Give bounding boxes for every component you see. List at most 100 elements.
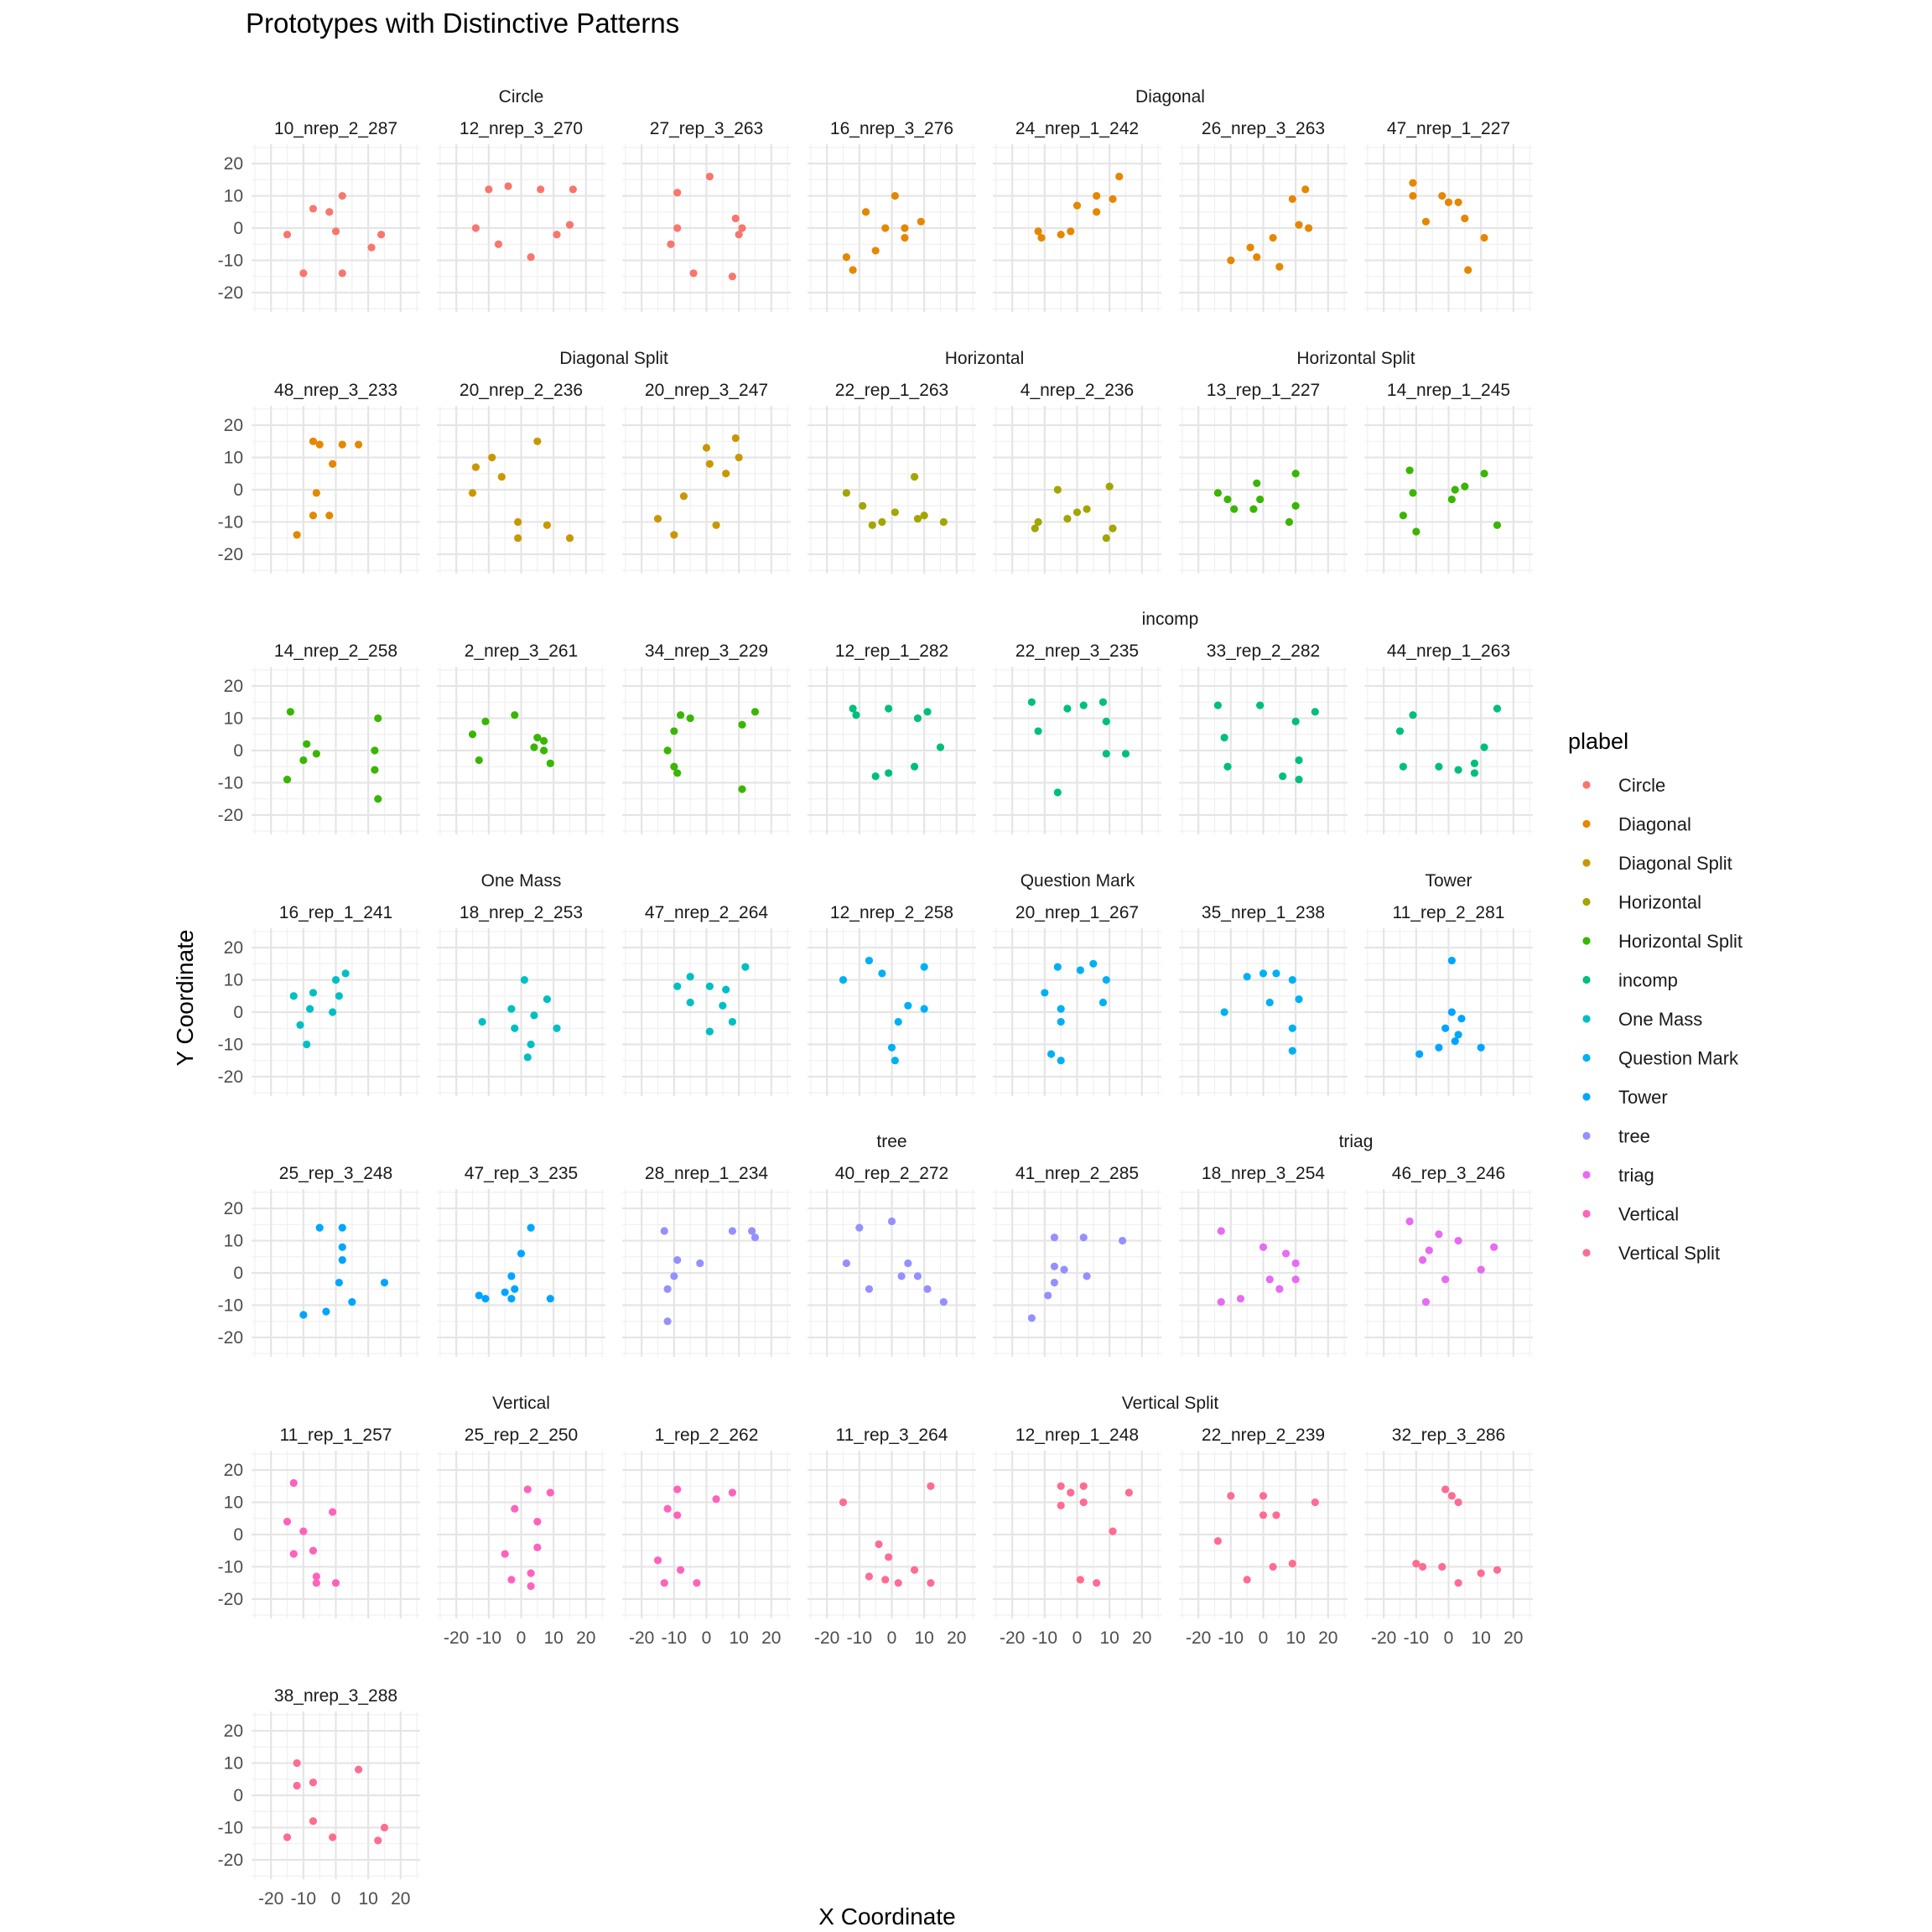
data-point xyxy=(1057,1057,1065,1065)
x-tick-label: -20 xyxy=(1371,1628,1396,1648)
y-tick-label: 0 xyxy=(233,219,243,238)
data-point xyxy=(338,191,346,200)
data-point xyxy=(1220,1008,1228,1016)
x-tick-label: -20 xyxy=(629,1628,654,1648)
data-point xyxy=(861,208,870,216)
x-tick-label: 20 xyxy=(1132,1628,1151,1648)
y-tick-label: -20 xyxy=(218,1851,243,1870)
data-point xyxy=(1060,1265,1068,1274)
legend-item: Vertical Split xyxy=(1582,1243,1720,1264)
data-point xyxy=(1279,772,1287,781)
data-point xyxy=(533,1543,542,1551)
x-tick-label: 0 xyxy=(517,1628,527,1648)
legend-label: incomp xyxy=(1618,970,1678,991)
data-point xyxy=(511,1285,519,1293)
data-point xyxy=(1295,995,1303,1004)
data-point xyxy=(296,1021,304,1029)
data-point xyxy=(894,1017,902,1026)
y-tick-label: 20 xyxy=(224,1461,243,1480)
data-point xyxy=(1288,1046,1296,1055)
legend-key xyxy=(1582,1015,1591,1023)
data-point xyxy=(1119,1236,1127,1245)
x-tick-label: -20 xyxy=(1000,1628,1025,1648)
data-point xyxy=(878,517,886,527)
data-point xyxy=(1461,214,1469,223)
x-tick-label: 20 xyxy=(1504,1628,1523,1648)
data-point xyxy=(341,969,350,978)
data-point xyxy=(660,1227,668,1235)
data-point xyxy=(1093,1579,1101,1587)
data-point xyxy=(663,1504,672,1513)
facet-panel: 32_rep_3_286 -20 -10 0 10 20 xyxy=(1364,1426,1533,1648)
data-point xyxy=(1124,1488,1133,1497)
facet-group-label: Horizontal xyxy=(945,349,1025,368)
legend-label: Diagonal Split xyxy=(1618,853,1732,874)
legend-key xyxy=(1582,781,1591,789)
data-point xyxy=(705,1027,714,1036)
y-tick-label: 10 xyxy=(224,187,243,206)
data-point xyxy=(663,1317,672,1326)
data-point xyxy=(738,224,746,232)
facet-panel-id: 16_rep_1_241 xyxy=(279,903,392,922)
y-tick-label: 10 xyxy=(224,709,243,729)
y-tick-label: 0 xyxy=(233,1786,243,1805)
data-point xyxy=(676,711,685,719)
facet-panel-id: 38_nrep_3_288 xyxy=(274,1686,397,1706)
data-point xyxy=(1223,762,1232,771)
data-point xyxy=(338,440,346,449)
data-point xyxy=(1243,1576,1251,1584)
data-point xyxy=(1477,1265,1485,1274)
data-point xyxy=(1076,966,1084,974)
data-point xyxy=(309,1546,318,1555)
x-tick-label: 0 xyxy=(702,1628,712,1648)
data-point xyxy=(1447,1492,1456,1500)
data-point xyxy=(1041,989,1049,997)
x-tick-label: 0 xyxy=(1072,1628,1083,1648)
x-tick-label: 0 xyxy=(1259,1628,1269,1648)
data-point xyxy=(1213,701,1222,709)
facet-panel-id: 14_nrep_2_258 xyxy=(274,641,397,661)
data-point xyxy=(728,1017,737,1026)
data-point xyxy=(865,956,874,965)
x-tick-label: 0 xyxy=(887,1628,897,1648)
data-point xyxy=(1435,1043,1443,1052)
data-point xyxy=(553,231,561,239)
data-point xyxy=(565,221,574,229)
data-point xyxy=(1243,973,1251,981)
facet-panel: 38_nrep_3_288 -20 -10 0 10 20 -20 -10 0 10 20 xyxy=(218,1686,420,1909)
data-point xyxy=(1441,1485,1450,1493)
facet-panel-id: 16_nrep_3_276 xyxy=(830,119,953,138)
data-point xyxy=(855,1223,864,1232)
data-point xyxy=(1470,769,1479,777)
x-tick-label: -20 xyxy=(444,1628,469,1648)
data-point xyxy=(1083,1272,1091,1280)
facet-panel: tree 28_nrep_1_234 xyxy=(622,1132,907,1357)
data-point xyxy=(913,714,922,723)
x-axis-title: X Coordinate xyxy=(818,1903,955,1929)
facet-panel: 41_nrep_2_285 xyxy=(993,1164,1161,1357)
data-point xyxy=(1053,788,1062,797)
data-point xyxy=(497,473,506,481)
facet-panel-id: 2_nrep_3_261 xyxy=(465,641,578,661)
data-point xyxy=(1027,1314,1036,1322)
data-point xyxy=(1213,1537,1222,1545)
data-point xyxy=(1213,489,1222,497)
data-point xyxy=(894,1579,902,1587)
data-point xyxy=(1295,776,1303,784)
facet-panel-id: 22_nrep_3_235 xyxy=(1015,641,1139,661)
data-point xyxy=(507,1005,516,1013)
data-point xyxy=(910,473,919,481)
facet-panel-id: 47_nrep_2_264 xyxy=(645,903,768,922)
data-point xyxy=(322,1307,330,1316)
data-point xyxy=(527,1581,535,1591)
data-point xyxy=(673,1256,682,1265)
data-point xyxy=(1477,1043,1485,1052)
data-point xyxy=(1102,717,1110,725)
data-point xyxy=(1441,1275,1450,1284)
y-tick-label: -20 xyxy=(218,283,243,303)
y-tick-label: 0 xyxy=(233,480,243,500)
data-point xyxy=(1044,1291,1052,1300)
data-point xyxy=(1265,1275,1274,1284)
data-point xyxy=(1037,233,1046,242)
facet-panel-id: 41_nrep_2_285 xyxy=(1015,1164,1139,1183)
